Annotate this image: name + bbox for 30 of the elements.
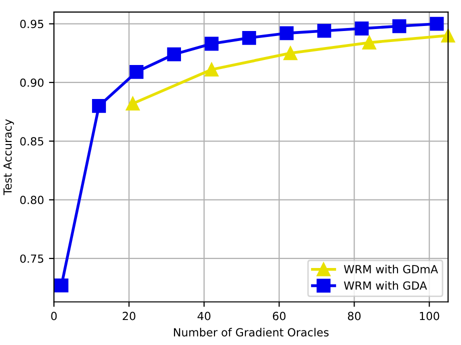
point (242, 30, 256, 45)
point (92, 98, 106, 113)
point (204, 62, 219, 77)
y-tick-label: 0.95 (20, 20, 44, 28)
point (362, 36, 376, 50)
point (354, 22, 369, 36)
point (54, 278, 68, 292)
y-tick-label: 0.85 (20, 137, 44, 146)
legend-label: WRM with GDA (344, 281, 427, 290)
y-tick-label: 0.90 (20, 78, 44, 87)
x-tick-label: 100 (420, 312, 440, 320)
point (392, 19, 406, 34)
x-tick-label: 60 (272, 312, 286, 320)
point (126, 96, 140, 111)
x-tick-label: 80 (348, 312, 361, 320)
legend-label: WRM with GDmA (344, 264, 438, 274)
x-axis-title: Number of Gradient Oracles (174, 328, 329, 337)
y-tick-label: 0.75 (20, 254, 44, 263)
y-tick-label: 0.80 (20, 196, 44, 204)
x-tick-label: 40 (198, 312, 210, 320)
point (430, 16, 444, 31)
y-axis-title: Test Accuracy (4, 119, 14, 196)
point (130, 64, 144, 79)
point (204, 36, 219, 51)
point (167, 47, 182, 62)
x-tick-label: 20 (122, 312, 136, 320)
point (317, 24, 332, 38)
point (280, 26, 294, 40)
point (283, 46, 298, 60)
x-tick-label: 0 (51, 312, 57, 320)
